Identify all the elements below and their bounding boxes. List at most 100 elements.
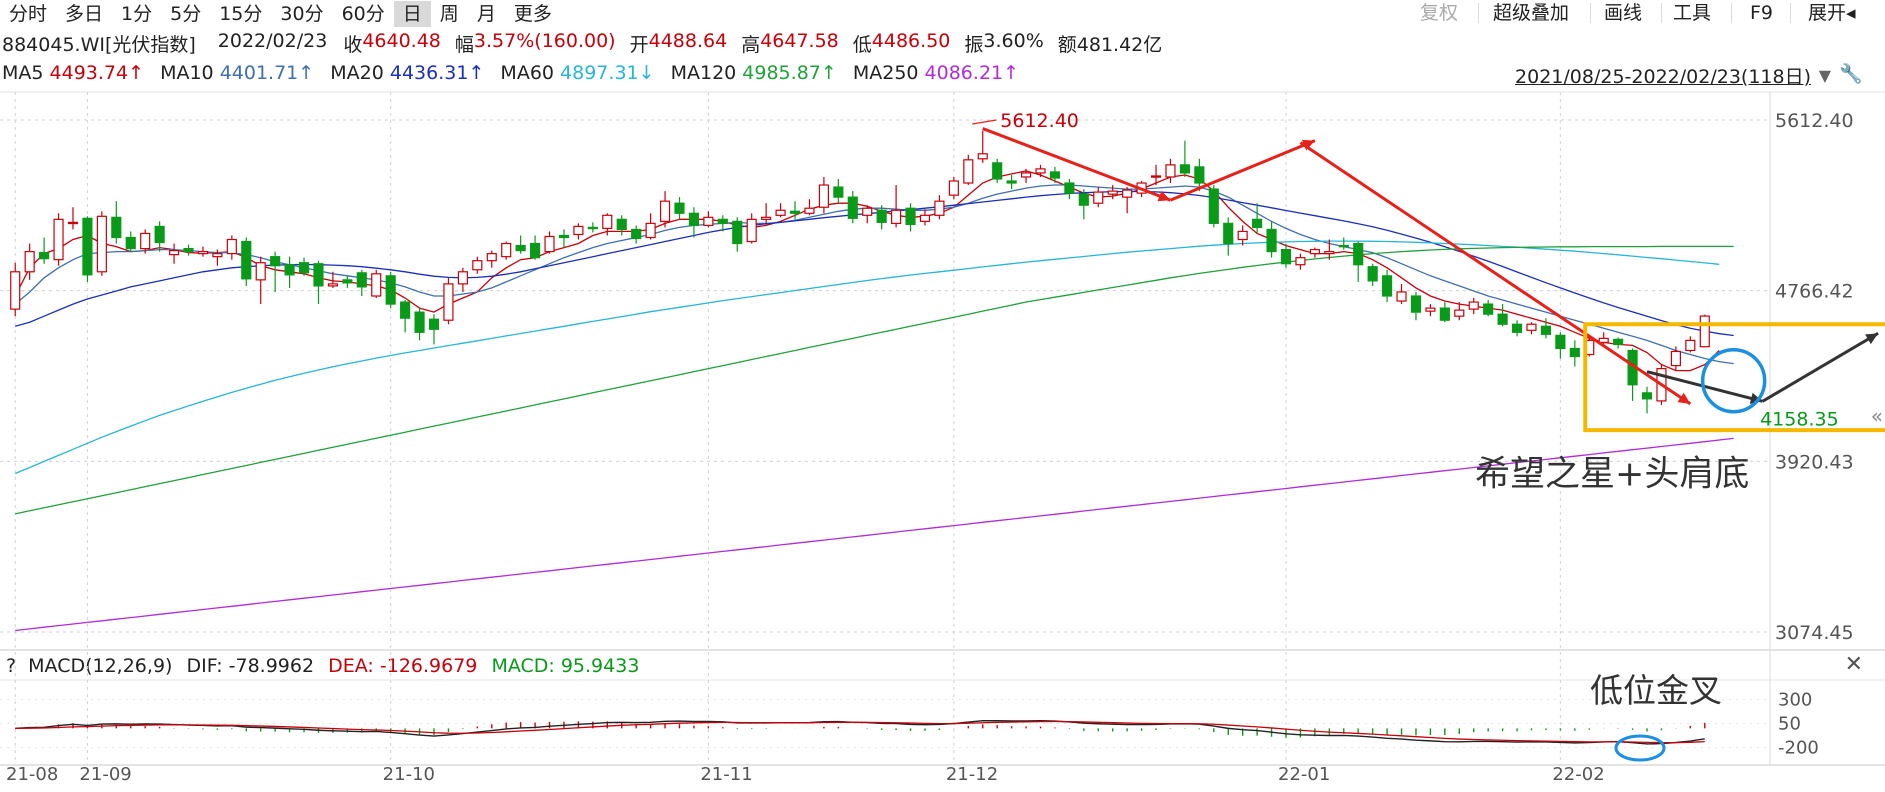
candle-body <box>1425 307 1436 312</box>
candle-body <box>1526 323 1537 331</box>
dif-label: DIF: <box>186 655 223 677</box>
candle-body <box>400 301 411 319</box>
macd-cross-label: 低位金叉 <box>1590 671 1722 710</box>
y-tick-label: 3920.43 <box>1775 451 1854 473</box>
candle-body <box>992 162 1003 180</box>
candle-body <box>732 220 743 245</box>
ma-line-ma250 <box>15 437 1734 632</box>
candle-body <box>544 235 555 253</box>
candle-body <box>1107 190 1118 195</box>
amount-label: 额 <box>1057 34 1077 56</box>
macd-tick-label: 300 <box>1778 690 1812 711</box>
candle-body <box>631 228 642 240</box>
candle-body <box>1049 171 1061 179</box>
candle-body <box>1035 168 1046 174</box>
candle-body <box>183 247 194 253</box>
candle-body <box>948 180 959 196</box>
high-value: 4647.58 <box>760 30 839 52</box>
dea-line <box>15 720 1705 744</box>
period-toolbar: 分时 多日 1分 5分 15分 30分 60分 日 周 月 更多 <box>0 0 1885 28</box>
expand-button[interactable]: 展开◂ <box>1808 2 1856 24</box>
neckline-arrow-left-head <box>1749 392 1763 404</box>
tab-30min[interactable]: 30分 <box>280 3 324 25</box>
chevron-left-icon[interactable]: « <box>1870 404 1883 428</box>
candle-body <box>501 242 512 258</box>
candle-body <box>313 263 324 287</box>
candle-body <box>1511 323 1523 333</box>
caret-down-icon[interactable]: ▼ <box>1818 66 1831 85</box>
low-label: 低 <box>852 34 872 56</box>
candle-body <box>515 244 526 252</box>
candle-body <box>1641 392 1653 400</box>
tools-button[interactable]: 工具 <box>1673 2 1712 24</box>
ma60-label: MA60 <box>500 62 554 84</box>
tab-multiday[interactable]: 多日 <box>65 3 104 25</box>
tab-15min[interactable]: 15分 <box>219 3 263 25</box>
change-value: 3.57%(160.00) <box>473 30 616 52</box>
tab-timeshare[interactable]: 分时 <box>9 3 48 25</box>
ma10-value: 4401.71↑ <box>219 62 315 84</box>
candle-body <box>977 153 988 160</box>
tab-weekly[interactable]: 周 <box>439 3 459 25</box>
ma120-label: MA120 <box>670 62 737 84</box>
candle-body <box>298 262 310 274</box>
date-range-selector[interactable]: 2021/08/25-2022/02/23(118日) <box>1515 66 1811 88</box>
macd-panel <box>15 720 1706 745</box>
x-tick-label: 21-09 <box>79 764 131 785</box>
restore-rights-button[interactable]: 复权 <box>1420 2 1459 24</box>
candle-body <box>1266 228 1277 253</box>
close-icon[interactable]: ✕ <box>1844 652 1863 677</box>
candle-body <box>24 251 35 273</box>
tab-60min[interactable]: 60分 <box>341 3 385 25</box>
candle-body <box>1497 313 1508 325</box>
tab-5min[interactable]: 5分 <box>170 3 202 25</box>
tab-more[interactable]: 更多 <box>513 3 552 25</box>
candle-body <box>270 256 281 267</box>
candle-body <box>674 202 685 214</box>
ma20-label: MA20 <box>330 62 384 84</box>
quote-info: 884045.WI[光伏指数] 2022/02/23 收 4640.48 幅 3… <box>2 30 1162 56</box>
tab-monthly[interactable]: 月 <box>476 3 496 25</box>
dea-value: -126.9679 <box>379 655 478 677</box>
high-label: 高 <box>741 34 761 56</box>
help-icon[interactable]: ? <box>6 655 17 677</box>
candle-body <box>96 215 107 273</box>
candle-body <box>371 273 382 297</box>
wrench-icon[interactable]: 🔧 <box>1839 63 1863 85</box>
candle-body <box>1150 175 1162 178</box>
candle-body <box>919 214 931 222</box>
open-label: 开 <box>629 34 649 56</box>
tab-daily[interactable]: 日 <box>393 1 431 27</box>
candle-body <box>327 283 338 287</box>
super-overlay-button[interactable]: 超级叠加 <box>1493 2 1570 24</box>
dif-value: -78.9962 <box>228 655 315 677</box>
dea-label: DEA: <box>328 655 374 677</box>
tab-1min[interactable]: 1分 <box>121 3 153 25</box>
candle-body <box>1237 230 1248 241</box>
close-label: 收 <box>343 34 363 56</box>
candle-body <box>1208 188 1219 224</box>
ma5-value: 4493.74↑ <box>49 62 145 84</box>
candle-body <box>1454 309 1465 317</box>
f9-button[interactable]: F9 <box>1750 2 1774 24</box>
draw-line-button[interactable]: 画线 <box>1604 2 1643 24</box>
ma250-value: 4086.21↑ <box>924 62 1020 84</box>
open-value: 4488.64 <box>648 30 728 52</box>
down-arrow-2 <box>1299 141 1692 406</box>
ma60-value: 4897.31↓ <box>560 62 655 84</box>
ma-legend: MA5 4493.74↑ MA10 4401.71↑ MA20 4436.31↑… <box>2 62 1019 88</box>
macd-title: MACD(12,26,9) <box>28 655 173 677</box>
ma250-label: MA250 <box>852 62 919 84</box>
candle-body <box>1555 334 1566 350</box>
candle-body <box>10 271 21 310</box>
candle-body <box>1367 266 1378 282</box>
ma-line-ma5 <box>14 170 1720 372</box>
close-value: 4640.48 <box>362 30 441 52</box>
ma-line-ma60 <box>14 240 1720 475</box>
toolbar-divider <box>1478 3 1479 23</box>
candle-body <box>1295 257 1306 266</box>
candle-body <box>558 234 570 239</box>
peak-label: 5612.40 <box>1000 110 1079 132</box>
candle-body <box>1078 193 1089 206</box>
candle-body <box>1598 337 1609 343</box>
